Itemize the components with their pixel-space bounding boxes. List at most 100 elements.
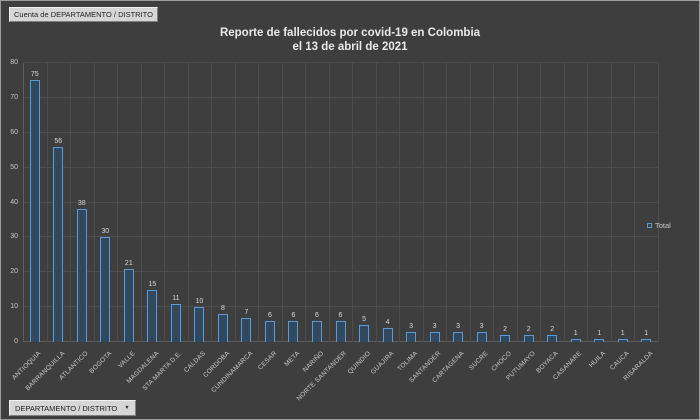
pivot-value-field-button[interactable]: Cuenta de DEPARTAMENTO / DISTRITO bbox=[9, 7, 158, 22]
bar-value-label: 30 bbox=[101, 228, 110, 236]
bar[interactable] bbox=[500, 335, 511, 342]
bar-value-label: 38 bbox=[77, 200, 86, 208]
bar[interactable] bbox=[147, 289, 158, 342]
bar[interactable] bbox=[29, 80, 40, 342]
bar-value-label: 3 bbox=[456, 322, 461, 330]
bar-value-label: 2 bbox=[526, 326, 531, 334]
bar[interactable] bbox=[53, 146, 64, 342]
bar-value-label: 2 bbox=[550, 326, 555, 334]
y-tick-label: 0 bbox=[14, 338, 18, 345]
bar[interactable] bbox=[476, 331, 487, 342]
gridline-vertical bbox=[211, 63, 213, 342]
bar-value-label: 11 bbox=[172, 294, 180, 302]
y-axis: 0 10 20 30 40 50 60 70 80 bbox=[1, 59, 20, 345]
x-axis: ANTIOQUIA BARRANQUILLA ATLANTICO BOGOTA VALL… bbox=[11, 345, 658, 402]
legend-marker-icon bbox=[647, 223, 652, 228]
x-category-label: CUNDINAMARCA bbox=[210, 350, 255, 395]
gridline-vertical bbox=[258, 63, 260, 342]
gridline-vertical bbox=[375, 63, 377, 342]
bar-value-label: 6 bbox=[315, 312, 319, 320]
bar[interactable] bbox=[264, 321, 275, 342]
bar[interactable] bbox=[288, 321, 299, 342]
gridline-vertical bbox=[140, 63, 142, 342]
gridline-vertical bbox=[305, 63, 307, 342]
y-tick-label: 70 bbox=[10, 93, 18, 101]
gridline-vertical bbox=[234, 63, 236, 342]
bar[interactable] bbox=[523, 335, 534, 342]
bar-value-label: 2 bbox=[503, 326, 508, 334]
x-category-label: META bbox=[283, 350, 302, 368]
gridline-horizontal bbox=[23, 271, 658, 273]
pivot-axis-field-dropdown[interactable]: DEPARTAMENTO / DISTRITO ▼ bbox=[9, 400, 136, 416]
gridline-horizontal bbox=[23, 236, 658, 238]
bar[interactable] bbox=[217, 314, 228, 342]
gridline-horizontal bbox=[23, 96, 658, 98]
bar[interactable] bbox=[170, 303, 181, 342]
gridline-vertical bbox=[563, 63, 565, 342]
bar[interactable] bbox=[335, 321, 346, 342]
bar[interactable] bbox=[547, 335, 558, 342]
bar[interactable] bbox=[641, 338, 652, 342]
y-tick-label: 50 bbox=[10, 163, 18, 171]
bar-value-label: 1 bbox=[573, 329, 578, 337]
bar[interactable] bbox=[594, 338, 605, 342]
gridline-vertical bbox=[117, 63, 119, 342]
x-category-label: CHOCO bbox=[490, 350, 514, 373]
bar[interactable] bbox=[241, 317, 252, 342]
bar-value-label: 7 bbox=[244, 308, 249, 316]
bar[interactable] bbox=[194, 307, 205, 342]
bar-value-label: 3 bbox=[479, 322, 484, 330]
bar-value-label: 6 bbox=[291, 312, 296, 320]
gridline-horizontal bbox=[23, 306, 658, 308]
bar-value-label: 5 bbox=[362, 315, 366, 323]
y-tick-label: 30 bbox=[10, 233, 18, 241]
x-category-label: CALDAS bbox=[183, 350, 208, 375]
gridline-vertical bbox=[469, 63, 471, 342]
bar[interactable] bbox=[100, 237, 111, 342]
bar-value-label: 6 bbox=[267, 312, 272, 320]
legend[interactable]: Total bbox=[647, 221, 671, 230]
bar[interactable] bbox=[570, 338, 581, 342]
bar[interactable] bbox=[311, 321, 322, 342]
gridline-vertical bbox=[610, 63, 612, 342]
x-category-label: CESAR bbox=[256, 350, 278, 372]
chart-title: Reporte de fallecidos por covid-19 en Co… bbox=[1, 26, 699, 54]
gridline-vertical bbox=[46, 63, 48, 342]
bar[interactable] bbox=[359, 324, 370, 342]
bar-value-label: 1 bbox=[644, 329, 649, 337]
bar-value-label: 1 bbox=[620, 329, 625, 337]
gridline-vertical bbox=[352, 63, 354, 342]
bar[interactable] bbox=[429, 331, 440, 342]
bar-value-label: 6 bbox=[338, 312, 343, 320]
gridline-vertical bbox=[164, 63, 166, 342]
bar[interactable] bbox=[453, 331, 464, 342]
gridline-vertical bbox=[328, 63, 330, 342]
bar-value-label: 56 bbox=[54, 137, 63, 145]
x-category-label: BOGOTA bbox=[88, 350, 114, 376]
bar[interactable] bbox=[406, 331, 417, 342]
bar[interactable] bbox=[617, 338, 628, 342]
x-category-label: TOLIMA bbox=[396, 350, 420, 373]
plot-area: 75 56 38 30 21 15 11 10 8 7 6 6 6 6 5 4 3 3 3 3 2 2 2 1 1 1 1 bbox=[23, 62, 659, 342]
bar-value-label: 3 bbox=[432, 322, 437, 330]
gridline-horizontal bbox=[23, 201, 658, 203]
y-tick-label: 60 bbox=[10, 128, 18, 136]
gridline-vertical bbox=[70, 63, 72, 342]
gridline-vertical bbox=[93, 63, 95, 342]
chart-title-line2: el 13 de abril de 2021 bbox=[292, 41, 408, 53]
chart-title-line1: Reporte de fallecidos por covid-19 en Co… bbox=[219, 27, 481, 39]
gridline-vertical bbox=[658, 63, 659, 342]
gridline-horizontal bbox=[23, 166, 658, 168]
gridline-vertical bbox=[446, 63, 448, 342]
bar-value-label: 8 bbox=[220, 305, 225, 313]
gridline-vertical bbox=[540, 63, 542, 342]
gridline-horizontal bbox=[23, 62, 658, 63]
gridline-vertical bbox=[281, 63, 283, 342]
y-tick-label: 10 bbox=[10, 303, 18, 311]
x-category-label: CAUCA bbox=[608, 350, 631, 372]
bar[interactable] bbox=[382, 328, 393, 342]
bar[interactable] bbox=[76, 209, 87, 342]
bar[interactable] bbox=[123, 268, 134, 342]
gridline-vertical bbox=[187, 63, 189, 342]
